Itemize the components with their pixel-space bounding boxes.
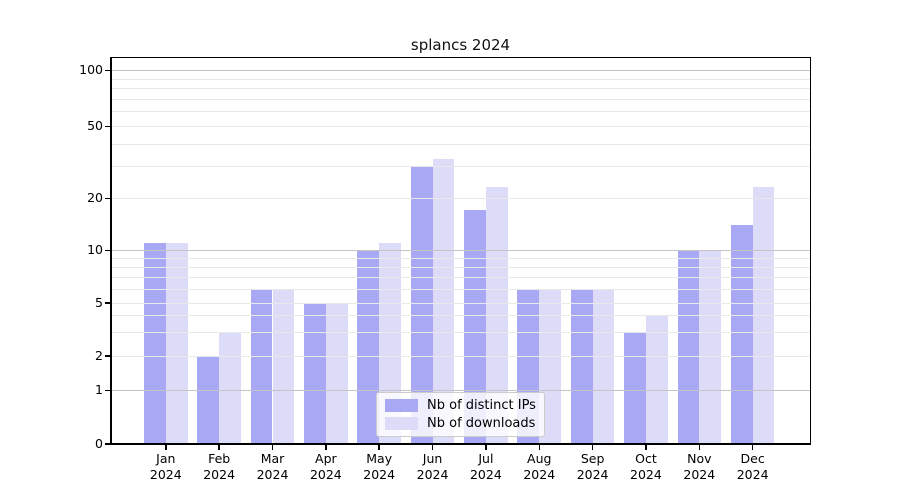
gridline-minor-80: [111, 88, 810, 90]
bar-may-distinct-ips: [357, 250, 380, 444]
x-tick-mark-sep: [591, 445, 594, 450]
x-tick-mark-jan: [165, 445, 167, 450]
bar-jul-distinct-ips: [464, 210, 486, 444]
x-tick-label-feb: Feb 2024: [203, 451, 236, 482]
y-tick-mark-20: [105, 197, 110, 199]
x-tick-label-dec: Dec 2024: [736, 451, 769, 482]
y-tick-label-0: 0: [95, 435, 103, 451]
gridline-minor-3: [111, 332, 810, 334]
gridline-minor-6: [111, 288, 810, 290]
bar-feb-downloads: [219, 332, 241, 444]
gridline-major-100: [111, 70, 810, 71]
bar-dec-distinct-ips: [730, 224, 753, 444]
x-tick-mark-apr: [325, 445, 327, 450]
bar-nov-distinct-ips: [677, 250, 700, 444]
gridline-minor-50: [111, 126, 810, 127]
x-tick-label-may: May 2024: [363, 451, 396, 482]
bar-jan-distinct-ips: [144, 242, 166, 444]
gridline-minor-60: [111, 111, 810, 113]
x-tick-label-aug: Aug 2024: [523, 451, 556, 482]
y-tick-mark-5: [105, 302, 110, 304]
legend-swatch-downloads: [385, 416, 418, 430]
gridline-minor-70: [111, 98, 810, 100]
y-tick-label-100: 100: [79, 62, 103, 77]
gridline-minor-5: [111, 302, 810, 304]
y-tick-mark-0: [105, 443, 110, 445]
y-tick-mark-100: [105, 69, 110, 71]
x-tick-label-jan: Jan 2024: [149, 451, 182, 482]
legend-item-distinct-ips: Nb of distinct IPs: [385, 397, 536, 414]
x-tick-mark-oct: [645, 445, 647, 450]
gridline-minor-2: [111, 355, 810, 357]
bar-jun-downloads: [432, 158, 455, 444]
x-tick-mark-jul: [485, 445, 487, 450]
x-tick-label-jul: Jul 2024: [469, 451, 502, 482]
legend-label-distinct-ips: Nb of distinct IPs: [427, 398, 536, 414]
bar-mar-downloads: [272, 288, 295, 444]
y-tick-mark-50: [105, 125, 110, 127]
bar-apr-downloads: [325, 302, 348, 444]
y-tick-mark-2: [105, 355, 110, 357]
x-tick-label-jun: Jun 2024: [416, 451, 449, 482]
x-tick-label-sep: Sep 2024: [576, 451, 609, 482]
x-tick-mark-mar: [271, 445, 274, 450]
x-tick-mark-may: [378, 445, 380, 450]
gridline-minor-90: [111, 78, 810, 80]
y-tick-label-10: 10: [87, 242, 103, 257]
x-tick-mark-jun: [431, 445, 434, 450]
legend: Nb of distinct IPs Nb of downloads: [376, 392, 545, 437]
gridline-minor-4: [111, 315, 810, 317]
y-tick-mark-10: [105, 249, 110, 251]
gridline-minor-20: [111, 198, 810, 199]
legend-label-downloads: Nb of downloads: [427, 415, 536, 431]
bar-jun-distinct-ips: [410, 166, 433, 444]
y-tick-label-2: 2: [95, 347, 103, 363]
x-tick-mark-dec: [751, 445, 754, 450]
x-tick-label-apr: Apr 2024: [309, 451, 342, 482]
bar-sep-distinct-ips: [570, 288, 593, 444]
bar-sep-downloads: [592, 288, 615, 444]
bar-oct-distinct-ips: [624, 332, 646, 444]
gridline-minor-7: [111, 277, 810, 278]
x-tick-mark-aug: [538, 445, 540, 450]
gridline-minor-8: [111, 266, 810, 268]
gridline-minor-9: [111, 257, 810, 259]
legend-swatch-distinct-ips: [385, 399, 418, 413]
bar-jan-downloads: [165, 242, 188, 444]
bar-feb-distinct-ips: [197, 355, 220, 444]
gridline-major-1: [111, 390, 810, 391]
gridline-minor-30: [111, 166, 810, 168]
bar-nov-downloads: [699, 250, 722, 444]
y-tick-label-50: 50: [87, 118, 103, 133]
x-tick-label-nov: Nov 2024: [683, 451, 716, 482]
bar-oct-downloads: [645, 315, 668, 444]
chart-title: splancs 2024: [410, 36, 511, 54]
x-tick-mark-feb: [218, 445, 220, 450]
gridline-minor-40: [111, 143, 810, 145]
bar-mar-distinct-ips: [250, 288, 273, 444]
x-tick-mark-nov: [698, 445, 701, 450]
y-tick-label-1: 1: [95, 382, 103, 397]
y-tick-mark-1: [105, 389, 110, 391]
gridline-major-10: [111, 250, 810, 251]
bar-apr-distinct-ips: [304, 302, 326, 444]
x-tick-label-oct: Oct 2024: [630, 451, 662, 482]
legend-item-downloads: Nb of downloads: [385, 415, 536, 432]
y-tick-label-20: 20: [87, 190, 103, 205]
x-tick-label-mar: Mar 2024: [256, 451, 289, 482]
y-tick-label-5: 5: [95, 294, 103, 310]
